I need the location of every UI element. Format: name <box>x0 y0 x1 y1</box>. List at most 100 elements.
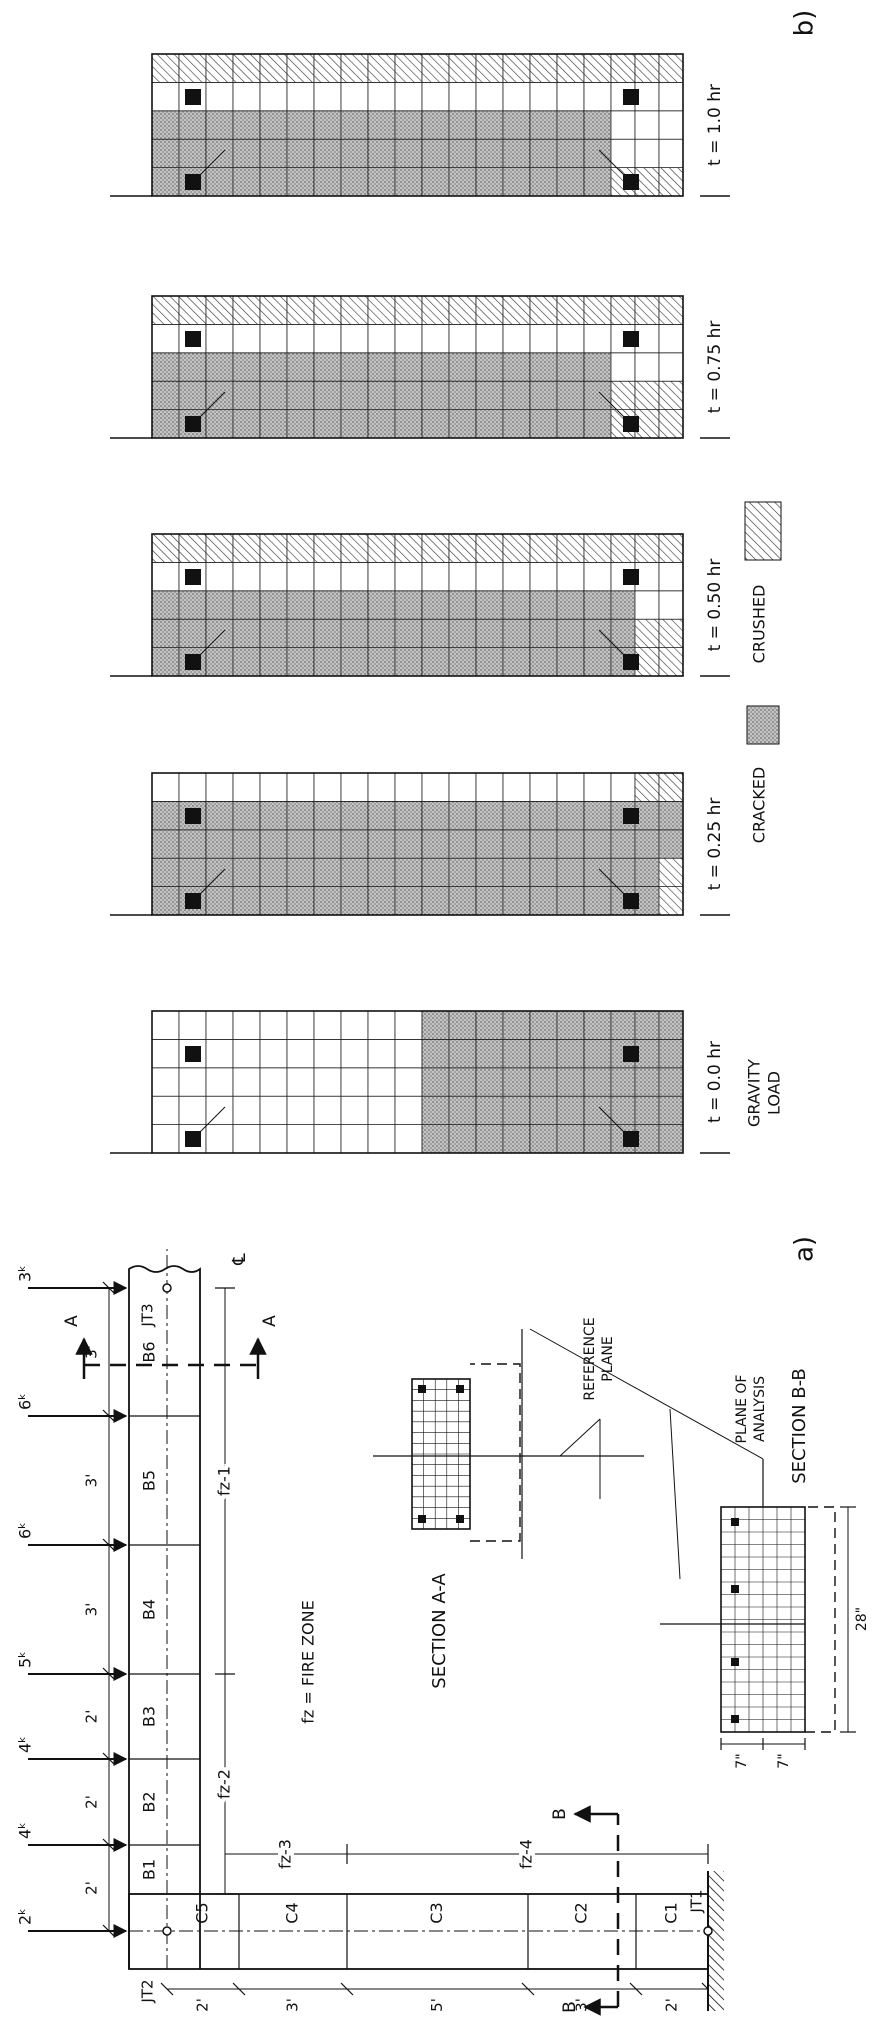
panel-cell <box>584 830 611 858</box>
panel-cell <box>206 858 233 886</box>
panel-cell <box>449 858 476 886</box>
panel-cell <box>152 139 179 167</box>
panel-cell <box>152 648 179 676</box>
panel-cell <box>179 1068 206 1096</box>
panel-cell <box>395 1068 422 1096</box>
panel-cell <box>503 111 530 139</box>
panel-cell <box>422 111 449 139</box>
panel-cell <box>206 139 233 167</box>
panel-cell <box>395 562 422 590</box>
panel-cell <box>341 111 368 139</box>
panel-cell <box>314 648 341 676</box>
panel-cell <box>287 381 314 409</box>
panel-cell <box>287 410 314 438</box>
panel-cell <box>233 1096 260 1124</box>
panel-cell <box>152 1068 179 1096</box>
panel-cell <box>611 139 635 167</box>
panel-cell <box>314 82 341 110</box>
panel-cell <box>503 830 530 858</box>
panel-cell <box>422 324 449 352</box>
panel-cell <box>659 82 683 110</box>
panel-cell <box>152 324 179 352</box>
panel-cell <box>476 619 503 647</box>
panel-cell <box>422 648 449 676</box>
panel-cell <box>476 410 503 438</box>
panel-cell <box>530 1096 557 1124</box>
panel-cell <box>368 887 395 915</box>
rebar <box>623 1046 639 1062</box>
panel-cell <box>476 1039 503 1067</box>
panel-cell <box>476 111 503 139</box>
panel-cell <box>287 773 314 801</box>
panel-cell <box>503 591 530 619</box>
panel-cell <box>179 619 206 647</box>
panel-cell <box>503 1039 530 1067</box>
panel-cell <box>206 773 233 801</box>
drawing: t = 0.0 hrGRAVITYLOADt = 0.25 hrt = 0.50… <box>0 0 876 2019</box>
panel-cell <box>395 534 422 562</box>
panel-cell <box>206 353 233 381</box>
panel-cell <box>476 534 503 562</box>
centerline-mark: ℄ <box>229 1253 250 1266</box>
panel-cell <box>530 534 557 562</box>
section-mark: B <box>560 2001 580 2013</box>
panel-cell <box>287 1096 314 1124</box>
panel-cell <box>341 801 368 829</box>
panel-cell <box>287 54 314 82</box>
panel-cell <box>260 1039 287 1067</box>
panel-cell <box>287 562 314 590</box>
panel-cell <box>449 82 476 110</box>
panel-cell <box>233 296 260 324</box>
panel-cell <box>557 54 584 82</box>
panel-cell <box>260 801 287 829</box>
panel-cell <box>179 381 206 409</box>
panel-cell <box>476 887 503 915</box>
panel-cell <box>422 534 449 562</box>
panel-cell <box>635 858 659 886</box>
panel-cell <box>659 619 683 647</box>
panel-cell <box>584 534 611 562</box>
panel-cell <box>635 534 659 562</box>
section-note: ANALYSIS <box>752 1376 768 1442</box>
panel-cell <box>287 830 314 858</box>
time-label: t = 1.0 hr <box>705 84 725 166</box>
panel-cell <box>395 801 422 829</box>
panel-cell <box>530 1068 557 1096</box>
panel-cell <box>584 111 611 139</box>
panel-cell <box>530 82 557 110</box>
panel-cell <box>611 591 635 619</box>
panel-cell <box>584 324 611 352</box>
panel-cell <box>233 168 260 196</box>
panel-cell <box>503 773 530 801</box>
panel-cell <box>659 381 683 409</box>
dimension-label: 7" <box>734 1753 750 1768</box>
panel-cell <box>314 773 341 801</box>
panel-cell <box>530 648 557 676</box>
panel-cell <box>557 1125 584 1153</box>
panel-cell <box>557 648 584 676</box>
panel-cell <box>557 887 584 915</box>
panel-cell <box>395 54 422 82</box>
beam-label: B2 <box>140 1791 159 1812</box>
panel-cell <box>476 1125 503 1153</box>
panel-cell <box>584 1125 611 1153</box>
panel-cell <box>179 591 206 619</box>
panel-cell <box>449 139 476 167</box>
panel-cell <box>314 381 341 409</box>
panel-cell <box>233 773 260 801</box>
panel-cell <box>206 1011 233 1039</box>
panel-cell <box>422 1125 449 1153</box>
page: { "labels": {"part_a": "a)", "part_b": "… <box>0 0 876 2019</box>
panel-cell <box>152 353 179 381</box>
panel-cell <box>179 139 206 167</box>
panel-cell <box>476 648 503 676</box>
panel-cell <box>422 1096 449 1124</box>
panel-cell <box>584 887 611 915</box>
panel-cell <box>611 111 635 139</box>
section-note: PLANE <box>600 1336 616 1381</box>
panel-cell <box>530 830 557 858</box>
panel-cell <box>476 801 503 829</box>
panel-cell <box>659 830 683 858</box>
panel-cell <box>530 801 557 829</box>
panel-cell <box>584 82 611 110</box>
